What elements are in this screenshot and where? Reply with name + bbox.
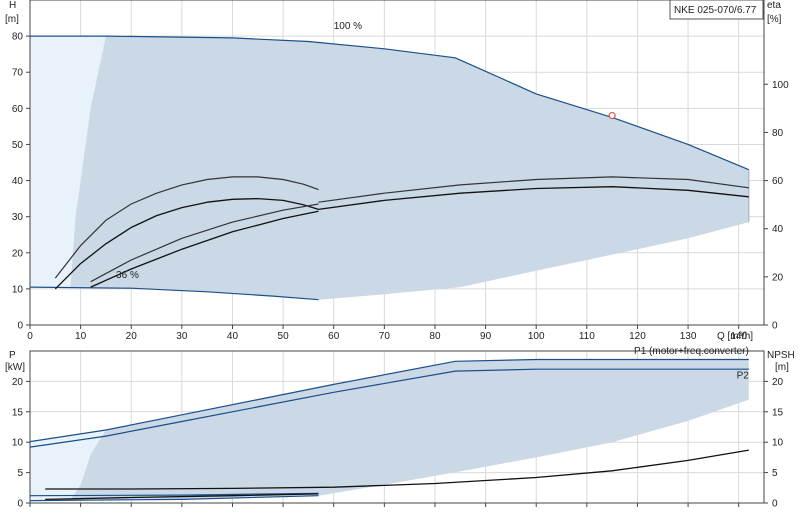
top-y-right-tick-label-2: 40: [772, 224, 784, 235]
top-operating-area: [30, 36, 749, 300]
pump-model-box: [669, 0, 764, 20]
bottom-y-left-tick-label-4: 20: [12, 377, 24, 388]
top-tick-labels: 0 10 20 30 40 50 60 70 80 90 100 110 120 130 140 0 10 20 3…: [12, 32, 789, 342]
p2-label: P2: [737, 370, 750, 381]
bottom-y-left-tick-label-3: 15: [12, 407, 24, 418]
top-y-left-tick-label-3: 30: [12, 212, 24, 223]
bottom-operating-area: [30, 359, 749, 501]
x-tick-label-4: 40: [227, 331, 239, 342]
pump-model-label: NKE 025-070/6.77: [674, 5, 757, 16]
speed-100-label: 100 %: [334, 21, 362, 32]
top-y-right-tick-label-5: 100: [772, 80, 789, 91]
bottom-p-min-lower-line: [29, 495, 319, 502]
bottom-y-right-tick-label-4: 20: [772, 377, 784, 388]
x-axis-label: Q [m³/h]: [717, 331, 753, 342]
top-y-right-tick-label-4: 80: [772, 128, 784, 139]
x-tick-label-7: 70: [379, 331, 391, 342]
top-y-left-tick-label-4: 40: [12, 176, 24, 187]
x-tick-label-10: 100: [528, 331, 545, 342]
bottom-plot-frame: [29, 350, 765, 504]
x-tick-label-12: 120: [629, 331, 646, 342]
speed-36-label: 36 %: [116, 270, 139, 281]
bottom-y-left-tick-label-2: 10: [12, 438, 24, 449]
x-tick-label-14: 140: [730, 331, 747, 342]
x-tick-label-9: 90: [480, 331, 492, 342]
top-y-right-tick-label-3: 60: [772, 176, 784, 187]
bottom-y-right-tick-label-3: 15: [772, 407, 784, 418]
top-eff-100-outer-line: [318, 176, 749, 203]
top-y-left-tick-label-6: 60: [12, 104, 24, 115]
top-hq-max-line: [30, 35, 750, 171]
x-tick-label-8: 80: [429, 331, 441, 342]
x-tick-label-5: 50: [278, 331, 290, 342]
top-annotations: 100 % 36 %: [116, 21, 362, 281]
top-plot-frame: [29, 0, 765, 326]
bottom-low-speed-area: [30, 430, 106, 501]
operating-point: [608, 111, 616, 120]
bottom-curves: [29, 358, 749, 502]
top-y-right-tick-label-0: 0: [772, 321, 778, 332]
bottom-series-1-line: [29, 368, 749, 448]
top-eff-100-inner-line: [318, 186, 749, 211]
top-low-speed-area: [30, 36, 106, 288]
top-y-right-label: eta: [767, 0, 781, 11]
top-curves: [29, 35, 750, 301]
top-shaded-region: [30, 36, 749, 300]
x-tick-label-1: 10: [75, 331, 87, 342]
x-tick-label-2: 20: [126, 331, 138, 342]
x-tick-label-13: 130: [680, 331, 697, 342]
top-eff-mid-outer-line: [90, 203, 319, 283]
bottom-y-left-label: P: [9, 350, 16, 361]
bottom-y-right-unit: [m]: [775, 362, 789, 373]
bottom-y-right-tick-label-1: 5: [772, 468, 778, 479]
bottom-series-0-line: [29, 358, 749, 443]
p1-label: P1 (motor+freq.converter): [634, 346, 749, 357]
x-tick-label-6: 60: [328, 331, 340, 342]
top-hq-min-line: [29, 286, 319, 301]
bottom-y-left-tick-label-1: 5: [17, 468, 23, 479]
top-y-right-tick-label-1: 20: [772, 272, 784, 283]
bottom-y-right-label: NPSH: [767, 350, 795, 361]
bottom-y-left-tick-label-0: 0: [17, 499, 23, 510]
bottom-tick-labels: 0 5 10 15 20 0 5 10 15 20: [12, 377, 784, 510]
top-y-right-unit: [%]: [767, 14, 782, 25]
top-y-left-label: H: [9, 0, 16, 11]
bottom-shaded-region: [30, 359, 749, 501]
top-y-left-tick-label-0: 0: [17, 321, 23, 332]
top-y-left-unit: [m]: [5, 14, 19, 25]
top-eff-low-inner-line: [54, 197, 319, 290]
x-tick-label-11: 110: [579, 331, 595, 342]
bottom-npsh-line: [45, 449, 749, 490]
bottom-npsh-low-line: [45, 493, 319, 501]
bottom-y-right-tick-label-2: 10: [772, 438, 784, 449]
top-y-left-tick-label-8: 80: [12, 32, 24, 43]
bottom-y-left-unit: [kW]: [5, 362, 25, 373]
top-eff-mid-inner-line: [90, 210, 319, 288]
x-tick-label-0: 0: [27, 331, 33, 342]
x-tick-label-3: 30: [176, 331, 188, 342]
bottom-y-right-tick-label-0: 0: [772, 499, 778, 510]
top-y-left-tick-label-7: 70: [12, 68, 24, 79]
top-y-left-tick-label-5: 50: [12, 140, 24, 151]
bottom-p-min-upper-line: [29, 492, 319, 497]
top-y-left-tick-label-1: 10: [12, 284, 24, 295]
top-y-left-tick-label-2: 20: [12, 248, 24, 259]
top-eff-low-outer-line: [54, 176, 319, 279]
